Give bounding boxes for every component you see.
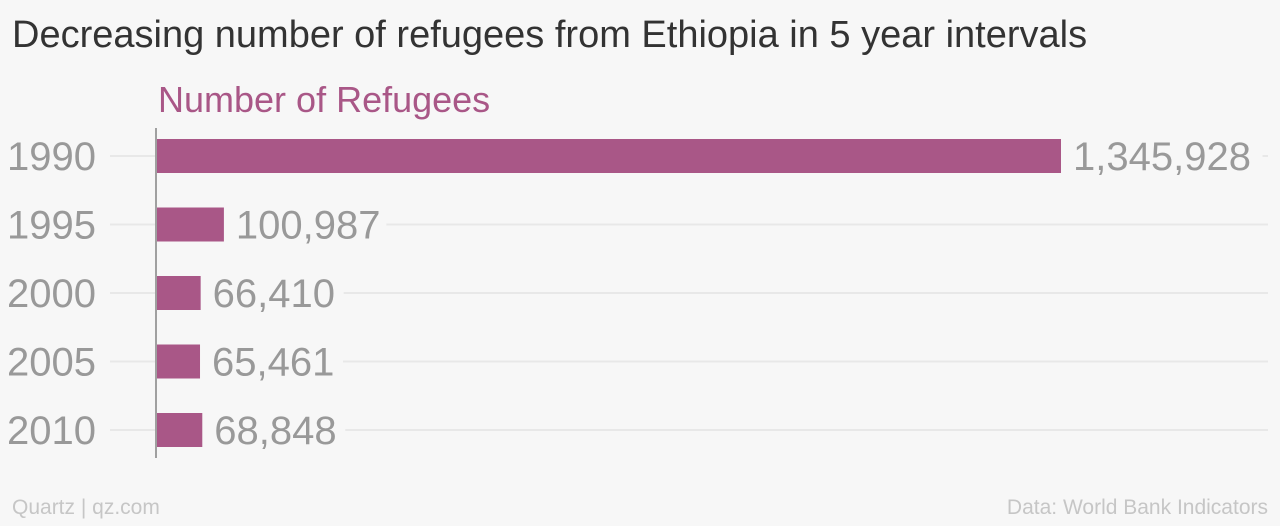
- bar-2000: [156, 276, 201, 310]
- footer-credit: Quartz | qz.com: [12, 496, 160, 519]
- series-label: Number of Refugees: [158, 79, 490, 120]
- tick-label-1990: 1990: [7, 135, 96, 179]
- tick-label-1995: 1995: [7, 204, 96, 248]
- chart-title: Decreasing number of refugees from Ethio…: [12, 14, 1088, 56]
- value-label-1990: 1,345,928: [1073, 135, 1251, 179]
- tick-label-2010: 2010: [7, 409, 96, 453]
- footer-source: Data: World Bank Indicators: [1006, 496, 1268, 519]
- value-label-2000: 66,410: [213, 272, 335, 316]
- value-label-2010: 68,848: [214, 409, 336, 453]
- tick-label-2000: 2000: [7, 272, 96, 316]
- bar-1995: [156, 207, 224, 242]
- bar-1990: [156, 139, 1061, 173]
- tick-label-2005: 2005: [7, 341, 96, 385]
- value-label-2005: 65,461: [212, 341, 334, 385]
- bar-2010: [156, 413, 203, 447]
- value-label-1995: 100,987: [236, 204, 381, 248]
- bar-2005: [156, 344, 201, 379]
